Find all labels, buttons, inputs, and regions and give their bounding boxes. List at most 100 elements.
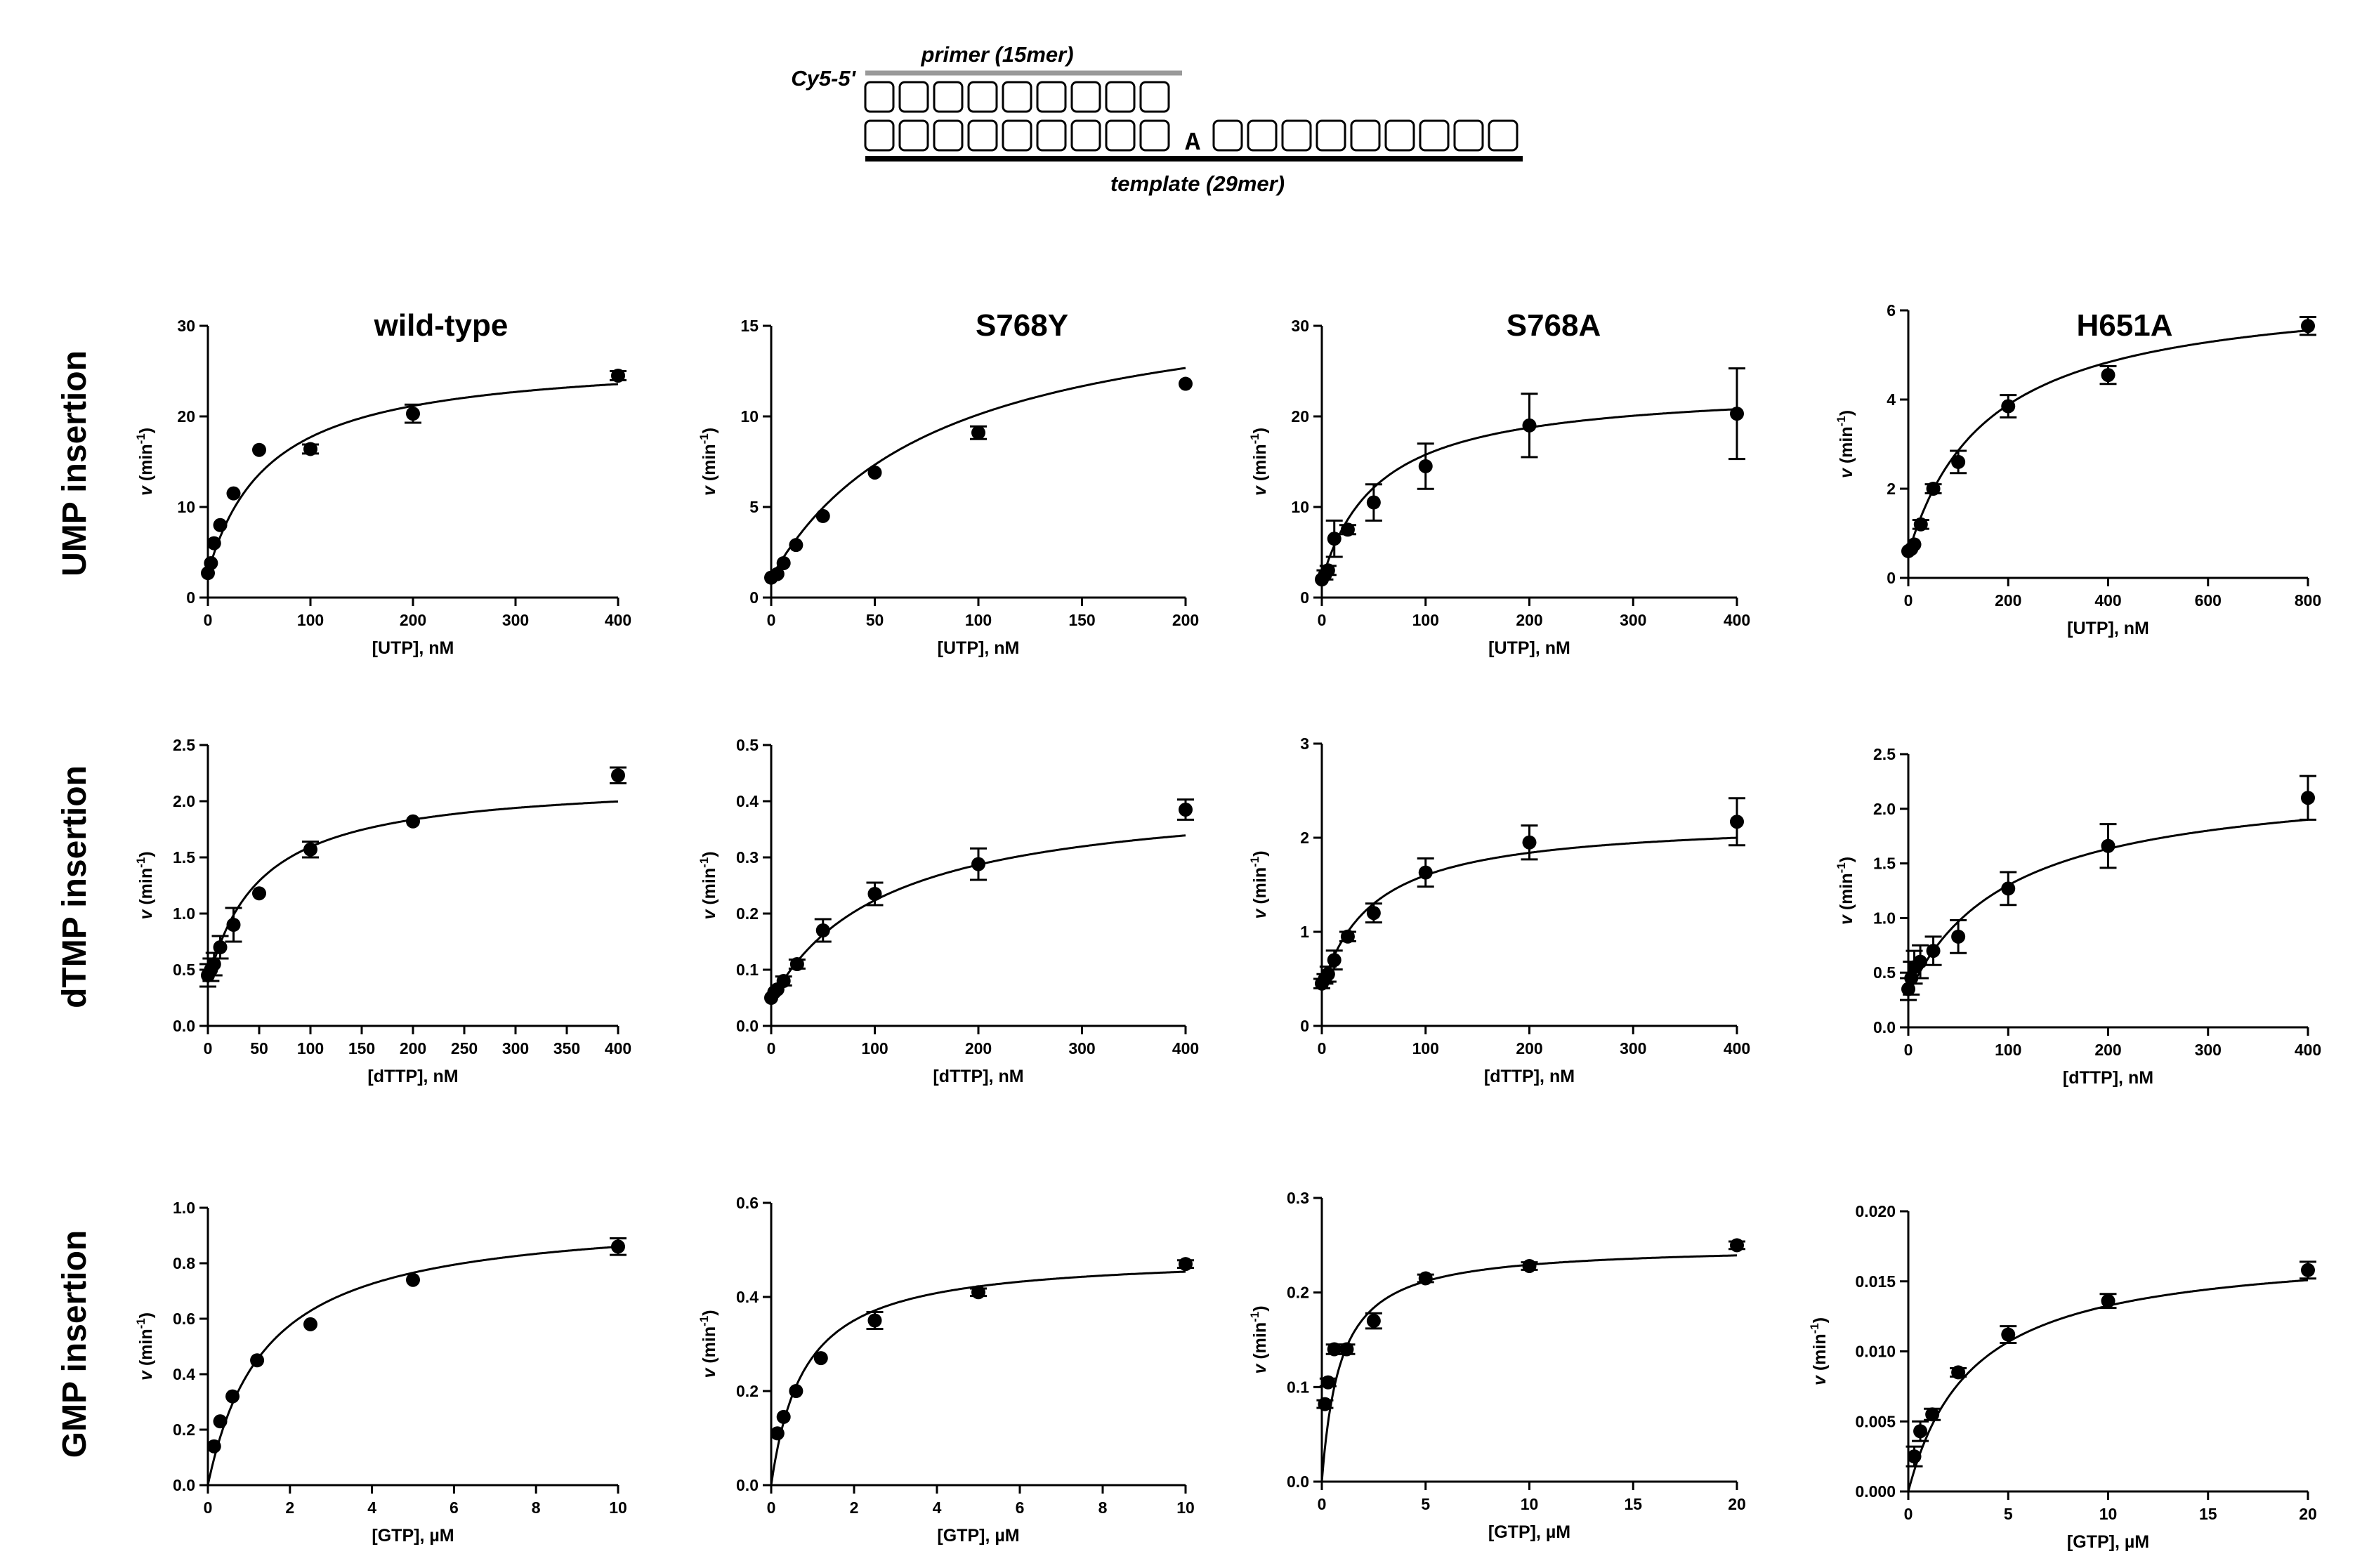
- data-point: [1913, 1424, 1928, 1439]
- x-tick-label: 50: [866, 611, 884, 629]
- x-tick-label: 0: [204, 1039, 213, 1058]
- data-point: [1730, 407, 1744, 421]
- fit-curve: [1907, 1279, 2309, 1492]
- primer-base-box: [1139, 81, 1170, 113]
- row-label-ump: UMP insertion: [56, 350, 93, 577]
- data-point: [2101, 1293, 2115, 1308]
- y-axis-label: v (min-1): [134, 428, 156, 496]
- data-point: [1179, 1257, 1193, 1272]
- data-point: [226, 918, 241, 932]
- y-tick-label: 0.5: [1873, 963, 1896, 982]
- data-point: [1327, 532, 1342, 546]
- x-tick-label: 100: [1412, 1039, 1439, 1058]
- x-tick-label: 200: [1995, 591, 2021, 610]
- row-label-dtmp: dTMP insertion: [56, 765, 93, 1008]
- y-axis-label: v (min-1): [1248, 1305, 1270, 1373]
- chart-panel-ump-wild-type: 0 100 200 300 400 0 10 20 30 [UTP], nM v (min-1): [134, 317, 631, 658]
- y-tick-label: 0.0: [173, 1017, 195, 1035]
- data-point: [971, 1285, 985, 1300]
- x-tick-label: 300: [1068, 1039, 1095, 1058]
- y-tick-label: 0.0: [736, 1476, 759, 1494]
- y-axis-label: v (min-1): [1808, 1317, 1830, 1385]
- y-tick-label: 15: [740, 317, 759, 335]
- column-title-wild-type: wild-type: [374, 308, 509, 343]
- y-tick-label: 10: [1291, 498, 1309, 516]
- x-tick-label: 250: [451, 1039, 478, 1058]
- template-base-box: [1070, 119, 1101, 152]
- x-tick-label: 400: [2094, 591, 2121, 610]
- x-tick-label: 20: [1728, 1495, 1746, 1513]
- y-tick-label: 0.5: [173, 961, 195, 979]
- template-base-box: [1139, 119, 1170, 152]
- y-tick-label: 3: [1300, 734, 1309, 753]
- data-point: [303, 1317, 317, 1331]
- x-tick-label: 400: [605, 1039, 631, 1058]
- data-point: [2301, 1263, 2315, 1277]
- y-tick-label: 10: [740, 407, 759, 426]
- x-tick-label: 6: [1016, 1498, 1025, 1517]
- data-point: [867, 465, 882, 480]
- x-axis-label: [UTP], nM: [938, 638, 1020, 658]
- data-point: [303, 442, 317, 456]
- data-point: [1913, 954, 1928, 969]
- chart-panel-gmp-s768a: 0 5 10 15 20 0.0 0.1 0.2 0.3 [GTP], µM v (min-1): [1248, 1189, 1746, 1542]
- primer-base-box: [1002, 81, 1032, 113]
- y-tick-label: 0.2: [173, 1421, 195, 1439]
- y-tick-label: 0.4: [736, 792, 759, 810]
- fit-curve: [1907, 329, 2309, 554]
- y-tick-label: 0.6: [736, 1194, 759, 1212]
- column-title-h651a: H651A: [2077, 308, 2173, 343]
- y-tick-label: 20: [1291, 407, 1309, 426]
- fit-curve: [1320, 1254, 1738, 1482]
- x-tick-label: 6: [450, 1498, 459, 1517]
- chart-panel-ump-h651a: 0 200 400 600 800 0 2 4 6 [UTP], nM v (min-1): [1835, 301, 2321, 638]
- data-point: [1522, 835, 1537, 850]
- x-tick-label: 300: [2195, 1041, 2222, 1059]
- fit-curve: [770, 367, 1186, 579]
- y-tick-label: 4: [1887, 390, 1896, 409]
- data-point: [252, 442, 266, 457]
- y-tick-label: 0.015: [1855, 1272, 1896, 1291]
- y-tick-label: 0.0: [1287, 1473, 1309, 1491]
- data-point: [1327, 953, 1342, 968]
- y-tick-label: 0.020: [1855, 1202, 1896, 1220]
- y-tick-label: 1.0: [173, 904, 195, 923]
- template-base-box: [1105, 119, 1136, 152]
- template-base-box: [864, 119, 895, 152]
- y-tick-label: 0.2: [736, 904, 759, 923]
- data-point: [206, 536, 221, 551]
- y-tick-label: 0.005: [1855, 1412, 1896, 1430]
- x-tick-label: 300: [502, 611, 529, 629]
- primer-base-box: [1070, 81, 1101, 113]
- data-point: [406, 407, 420, 421]
- y-tick-label: 0.4: [173, 1365, 195, 1383]
- y-axis-label: v (min-1): [697, 1310, 719, 1378]
- template-base-box: [1036, 119, 1067, 152]
- x-axis-label: [dTTP], nM: [1484, 1067, 1575, 1086]
- data-point: [213, 518, 228, 532]
- data-point: [1418, 1271, 1433, 1286]
- data-point: [1327, 1342, 1342, 1357]
- x-tick-label: 100: [297, 1039, 324, 1058]
- primer-base-box: [898, 81, 929, 113]
- fit-curve: [206, 1245, 619, 1486]
- x-axis-label: [UTP], nM: [2067, 619, 2149, 638]
- x-tick-label: 8: [1098, 1498, 1108, 1517]
- x-axis-label: [UTP], nM: [1488, 638, 1570, 658]
- data-point: [1925, 1407, 1940, 1422]
- x-tick-label: 0: [1904, 1041, 1913, 1059]
- data-point: [1179, 376, 1193, 391]
- x-tick-label: 100: [861, 1039, 888, 1058]
- x-tick-label: 400: [605, 611, 631, 629]
- column-title-s768a: S768A: [1507, 308, 1601, 343]
- y-tick-label: 5: [749, 498, 759, 516]
- y-tick-label: 0.0: [736, 1017, 759, 1035]
- data-point: [1418, 865, 1433, 880]
- data-point: [1522, 1258, 1537, 1273]
- template-base-box: [933, 119, 964, 152]
- x-tick-label: 0: [1318, 611, 1327, 629]
- template-base-box: [1453, 119, 1484, 152]
- chart-panel-ump-s768y: 0 50 100 150 200 0 5 10 15 [UTP], nM v (min-1): [697, 317, 1199, 658]
- x-tick-label: 200: [400, 1039, 426, 1058]
